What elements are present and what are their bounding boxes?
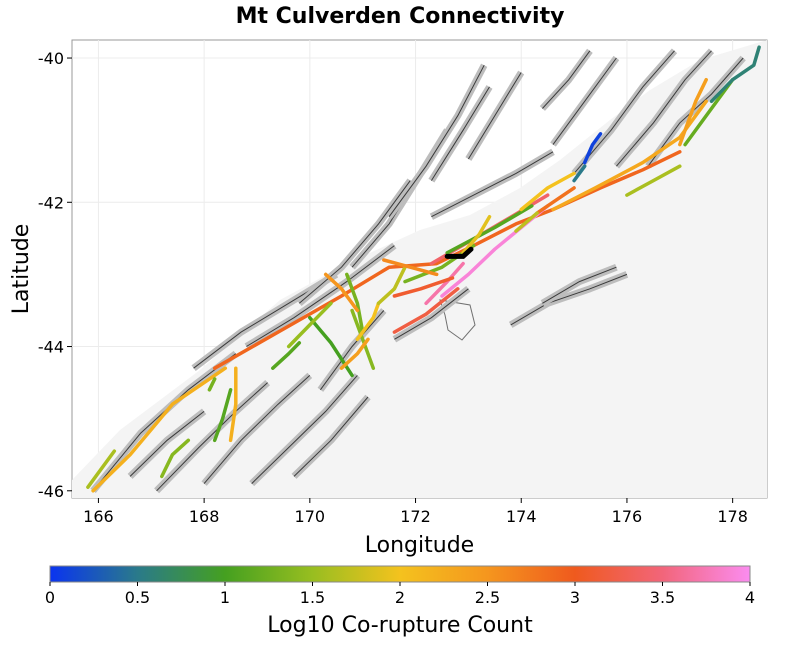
fault-trace <box>542 50 591 109</box>
rupture-fault <box>572 164 587 183</box>
rupture-fault <box>91 366 228 493</box>
rupture-fault <box>382 258 439 277</box>
rupture-fault <box>376 265 407 306</box>
rupture-fault <box>86 449 117 489</box>
fault-trace <box>319 310 385 391</box>
colorbar-tick-label: 3 <box>570 588 580 607</box>
rupture-fault <box>514 211 539 233</box>
fault-trace <box>430 86 490 181</box>
fault-trace <box>203 375 311 484</box>
rupture-fault <box>355 301 381 342</box>
rupture-fault <box>345 272 365 334</box>
y-axis-label: Latitude <box>9 224 34 315</box>
colorbar-tick-label: 1.5 <box>300 588 325 607</box>
rupture-fault <box>519 171 576 212</box>
colorbar-tick-label: 1 <box>220 588 230 607</box>
fault-trace <box>293 396 369 477</box>
colorbar-tick-label: 0 <box>45 588 55 607</box>
rupture-fault <box>339 337 370 370</box>
fault-trace <box>616 50 712 167</box>
colorbar-tick-label: 2.5 <box>475 588 500 607</box>
fault-trace <box>647 57 744 167</box>
rupture-fault <box>323 272 360 313</box>
fault-trace <box>298 180 411 304</box>
rupture-fault <box>212 388 233 443</box>
x-axis-label: Longitude <box>365 533 474 558</box>
x-tick-label: 176 <box>612 507 643 526</box>
rupture-fault <box>535 186 576 215</box>
rupture-fault <box>160 438 191 479</box>
colorbar-label: Log10 Co-rupture Count <box>267 613 533 638</box>
fault-trace <box>129 411 205 477</box>
source-fault-trace <box>444 246 474 259</box>
x-tick-label: 172 <box>400 507 431 526</box>
rupture-fault <box>228 366 238 443</box>
colorbar-tick-label: 0.5 <box>125 588 150 607</box>
colorbar-tick-label: 4 <box>745 588 755 607</box>
y-tick-label: -42 <box>38 193 64 212</box>
rupture-fault <box>350 308 376 370</box>
colorbar-tick-label: 3.5 <box>650 588 675 607</box>
fault-trace <box>573 50 675 174</box>
fault-trace <box>542 266 617 304</box>
fault-trace <box>552 57 617 145</box>
x-tick-label: 178 <box>717 507 748 526</box>
y-tick-label: -44 <box>38 338 64 357</box>
x-tick-label: 174 <box>506 507 537 526</box>
y-tick-label: -40 <box>38 49 64 68</box>
rupture-fault <box>709 45 761 104</box>
fault-trace <box>251 375 358 484</box>
colorbar-ticks: 0 0.5 1 1.5 2 2.5 3 3.5 4 <box>45 582 755 607</box>
rupture-fault <box>392 287 460 334</box>
fault-trace <box>467 72 522 160</box>
chart-title: Mt Culverden Connectivity <box>236 4 565 29</box>
x-axis-ticks: 166 168 170 172 174 176 178 <box>83 498 748 526</box>
rupture-fault <box>207 377 217 392</box>
x-tick-label: 168 <box>189 507 220 526</box>
rupture-fault <box>582 132 603 165</box>
x-tick-label: 166 <box>83 507 114 526</box>
fault-trace <box>394 288 469 340</box>
fault-trace <box>246 245 395 347</box>
rupture-faults <box>86 45 761 493</box>
rupture-fault <box>445 204 534 255</box>
y-tick-label: -46 <box>38 482 64 501</box>
rupture-fault <box>625 164 682 197</box>
rupture-fault <box>678 77 708 147</box>
colorbar <box>49 565 751 583</box>
fault-trace <box>431 151 554 218</box>
rupture-fault <box>392 276 455 298</box>
background-faults <box>90 48 746 494</box>
fault-trace <box>510 273 628 326</box>
colorbar-tick-label: 2 <box>395 588 405 607</box>
y-axis-ticks: -40 -42 -44 -46 <box>38 49 72 501</box>
rupture-fault <box>286 301 333 349</box>
rupture-fault <box>271 341 302 370</box>
x-tick-label: 170 <box>295 507 326 526</box>
coastline <box>439 299 476 341</box>
fault-trace <box>388 64 485 217</box>
source-fault <box>444 246 474 259</box>
rupture-fault <box>461 214 492 255</box>
